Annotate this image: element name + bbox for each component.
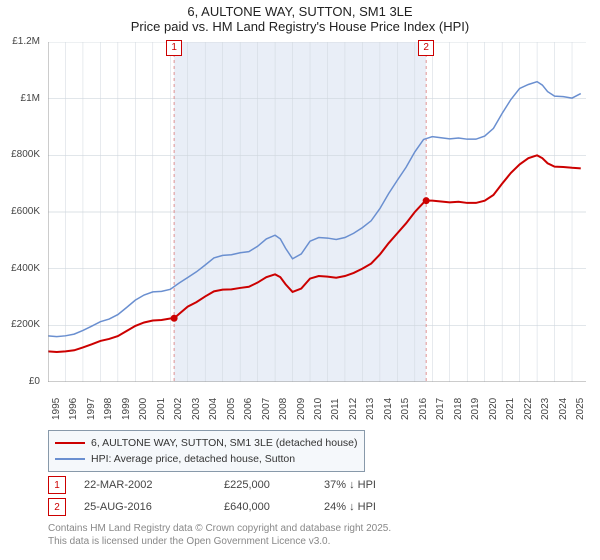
- attribution-line2: This data is licensed under the Open Gov…: [48, 535, 391, 548]
- marker-row-2: 2 25-AUG-2016 £640,000 24% ↓ HPI: [48, 496, 444, 518]
- legend-swatch-property: [55, 442, 85, 444]
- legend-row-property: 6, AULTONE WAY, SUTTON, SM1 3LE (detache…: [55, 435, 358, 451]
- legend-label-hpi: HPI: Average price, detached house, Sutt…: [91, 453, 295, 465]
- legend-label-property: 6, AULTONE WAY, SUTTON, SM1 3LE (detache…: [91, 437, 358, 449]
- attribution-line1: Contains HM Land Registry data © Crown c…: [48, 522, 391, 535]
- title-line2: Price paid vs. HM Land Registry's House …: [0, 19, 600, 34]
- legend-row-hpi: HPI: Average price, detached house, Sutt…: [55, 451, 358, 467]
- chart-area: £0£200K£400K£600K£800K£1M£1.2M 199519961…: [48, 42, 586, 382]
- marker-date-1: 22-MAR-2002: [84, 479, 224, 491]
- marker-date-2: 25-AUG-2016: [84, 501, 224, 513]
- marker-price-1: £225,000: [224, 479, 324, 491]
- legend-swatch-hpi: [55, 458, 85, 460]
- y-axis-labels: £0£200K£400K£600K£800K£1M£1.2M: [0, 42, 44, 382]
- chart-title-block: 6, AULTONE WAY, SUTTON, SM1 3LE Price pa…: [0, 0, 600, 34]
- marker-badge-1: 1: [48, 476, 66, 494]
- marker-table: 1 22-MAR-2002 £225,000 37% ↓ HPI 2 25-AU…: [48, 474, 444, 518]
- marker-badge-2: 2: [48, 498, 66, 516]
- legend: 6, AULTONE WAY, SUTTON, SM1 3LE (detache…: [48, 430, 365, 472]
- marker-pct-1: 37% ↓ HPI: [324, 479, 444, 491]
- marker-callouts: 12: [48, 42, 586, 382]
- marker-row-1: 1 22-MAR-2002 £225,000 37% ↓ HPI: [48, 474, 444, 496]
- attribution: Contains HM Land Registry data © Crown c…: [48, 522, 391, 548]
- marker-price-2: £640,000: [224, 501, 324, 513]
- title-line1: 6, AULTONE WAY, SUTTON, SM1 3LE: [0, 4, 600, 19]
- marker-pct-2: 24% ↓ HPI: [324, 501, 444, 513]
- x-axis-labels: 1995199619971998199920002001200220032004…: [48, 386, 586, 430]
